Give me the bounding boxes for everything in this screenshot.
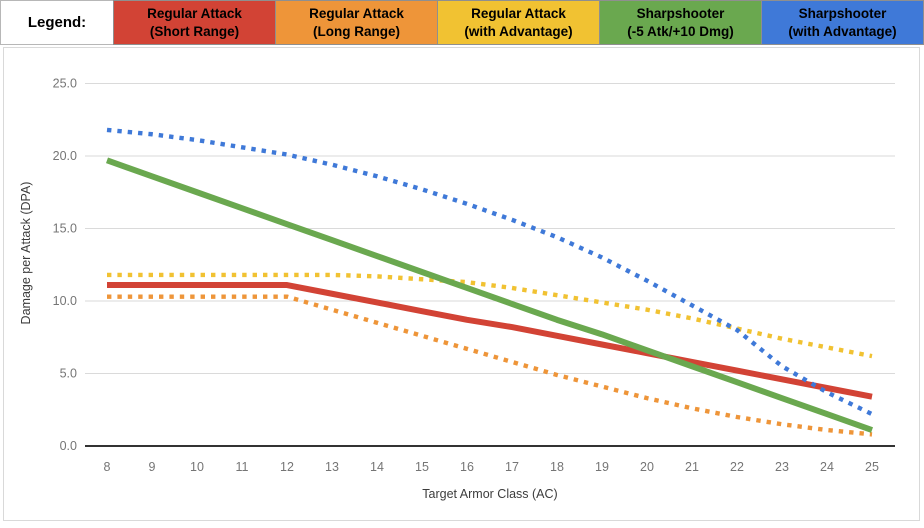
y-tick-label-10: 10.0 — [53, 294, 77, 308]
series-line-regular-attack-short-range — [107, 282, 873, 400]
legend-item-line2: (with Advantage) — [464, 23, 573, 39]
y-tick-label-25: 25.0 — [53, 77, 77, 91]
series-line-sharpshooter-with-advantage — [106, 127, 873, 417]
legend-item-3: Regular Attack (with Advantage) — [437, 0, 600, 45]
x-tick-label-9: 9 — [149, 460, 156, 474]
y-tick-label-15: 15.0 — [53, 222, 77, 236]
series-line-regular-attack-with-advantage — [107, 272, 873, 359]
x-tick-label-19: 19 — [595, 460, 609, 474]
legend-item-4: Sharpshooter (-5 Atk/+10 Dmg) — [599, 0, 762, 45]
legend-item-line1: Regular Attack — [471, 5, 566, 21]
x-tick-label-22: 22 — [730, 460, 744, 474]
legend-item-line2: (Long Range) — [313, 23, 400, 39]
x-tick-label-15: 15 — [415, 460, 429, 474]
legend-item-line1: Sharpshooter — [636, 5, 725, 21]
series-line-sharpshooter-5-atk-10-dmg — [105, 157, 874, 433]
legend-title: Legend: — [0, 0, 114, 45]
legend-item-1: Regular Attack (Short Range) — [113, 0, 276, 45]
x-tick-label-25: 25 — [865, 460, 879, 474]
x-tick-label-16: 16 — [460, 460, 474, 474]
legend-title-text: Legend: — [27, 13, 87, 31]
series-line-regular-attack-long-range — [107, 294, 873, 437]
legend-item-line1: Sharpshooter — [798, 5, 887, 21]
y-tick-label-5: 5.0 — [60, 367, 77, 381]
x-tick-label-13: 13 — [325, 460, 339, 474]
y-tick-label-0: 0.0 — [60, 439, 77, 453]
x-tick-label-12: 12 — [280, 460, 294, 474]
legend-item-5: Sharpshooter (with Advantage) — [761, 0, 924, 45]
legend-item-2: Regular Attack (Long Range) — [275, 0, 438, 45]
x-tick-label-11: 11 — [236, 460, 249, 474]
y-axis-title: Damage per Attack (DPA) — [19, 182, 33, 325]
x-tick-label-8: 8 — [104, 460, 111, 474]
x-tick-label-10: 10 — [190, 460, 204, 474]
legend-item-line2: (-5 Atk/+10 Dmg) — [627, 23, 734, 39]
legend-item-line1: Regular Attack — [309, 5, 404, 21]
chart-panel: 0.0 5.0 10.0 15.0 20.0 25.0 8 9 10 11 12 13 14 15 16 17… — [3, 47, 920, 521]
x-axis-title: Target Armor Class (AC) — [422, 487, 557, 501]
chart-legend: Legend: Regular Attack (Short Range) Regul… — [0, 0, 924, 45]
x-tick-label-18: 18 — [550, 460, 564, 474]
legend-item-line1: Regular Attack — [147, 5, 242, 21]
x-tick-label-20: 20 — [640, 460, 654, 474]
legend-item-line2: (with Advantage) — [788, 23, 897, 39]
dpa-vs-ac-line-chart: 0.0 5.0 10.0 15.0 20.0 25.0 8 9 10 11 12 13 14 15 16 17… — [19, 77, 895, 501]
x-tick-label-23: 23 — [775, 460, 789, 474]
legend-item-line2: (Short Range) — [149, 23, 240, 39]
y-tick-label-20: 20.0 — [53, 149, 77, 163]
x-tick-label-17: 17 — [505, 460, 519, 474]
x-tick-label-14: 14 — [370, 460, 384, 474]
x-tick-label-21: 21 — [685, 460, 699, 474]
x-tick-label-24: 24 — [820, 460, 834, 474]
